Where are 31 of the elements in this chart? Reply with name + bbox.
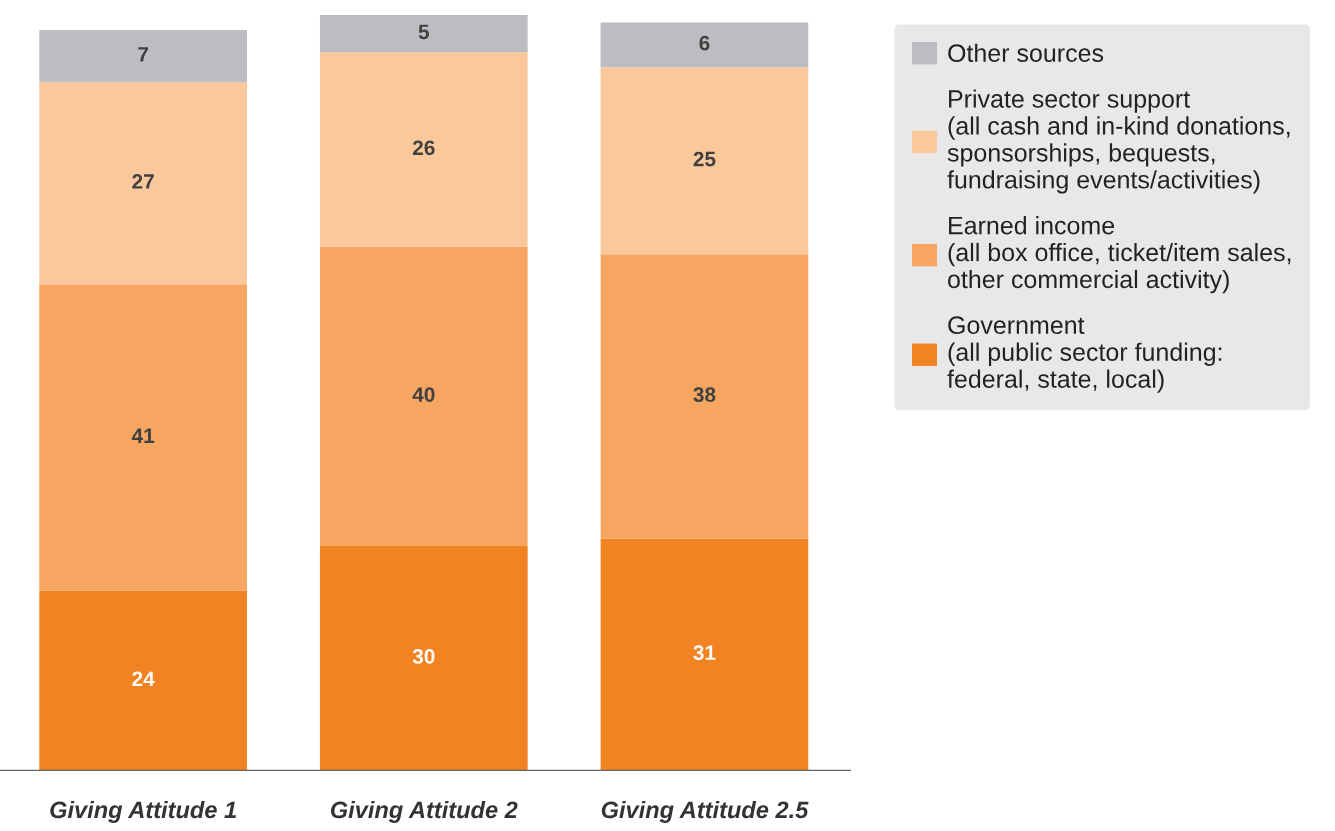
bar: [319, 14, 528, 53]
bar: [600, 67, 809, 255]
bar: [39, 29, 247, 83]
data-label: 25: [693, 151, 716, 167]
legend-label: Earned income (all box office, ticket/item sales, other commercial activity): [948, 216, 1291, 294]
data-label: 30: [412, 648, 435, 664]
bar: [600, 254, 809, 539]
bar: [39, 284, 247, 591]
bar: [319, 246, 528, 546]
bar: [319, 52, 528, 247]
legend-label: Private sector support (all cash and in-kind donations, sponsorships, bequests, fundraising events/activities): [947, 89, 1290, 194]
x-tick-label: Giving Attitude 1: [50, 800, 236, 823]
data-label: 6: [699, 35, 710, 51]
data-label: 7: [138, 47, 149, 62]
x-tick-label: Giving Attitude 2.5: [601, 800, 809, 823]
data-label: 31: [693, 645, 716, 661]
bar: [600, 538, 809, 771]
data-label: 27: [132, 174, 154, 189]
legend-label: Other sources: [948, 43, 1104, 62]
legend-label: Government (all public sector funding: federal, state, local): [947, 316, 1222, 393]
data-label: 26: [412, 140, 435, 156]
data-label: 40: [412, 387, 435, 402]
data-label: 41: [131, 428, 155, 443]
data-label: 38: [693, 387, 716, 403]
bar: [319, 545, 528, 771]
bar: [600, 22, 809, 68]
bar: [39, 590, 247, 771]
bar: [39, 82, 247, 285]
data-label: 24: [132, 671, 155, 686]
data-label: 5: [418, 24, 430, 40]
x-tick-label: Giving Attitude 2: [330, 800, 518, 823]
